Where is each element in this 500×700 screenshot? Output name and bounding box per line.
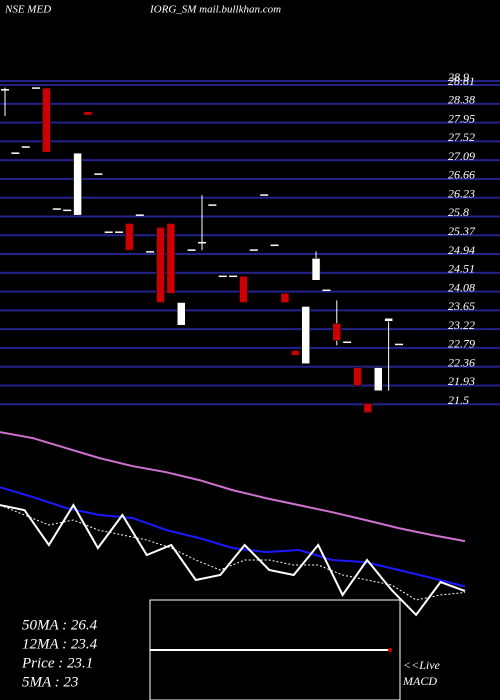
grid-line bbox=[0, 80, 500, 83]
grid-line bbox=[0, 102, 500, 105]
y-tick-label: 26.66 bbox=[448, 168, 475, 182]
candle-body bbox=[280, 293, 290, 303]
y-tick-label: 24.94 bbox=[448, 243, 475, 257]
legend-entry: 5MA : 23 bbox=[22, 674, 78, 690]
grid-line bbox=[0, 290, 500, 293]
ma-line bbox=[0, 431, 466, 543]
y-tick-label: 21.93 bbox=[448, 374, 475, 388]
grid-line bbox=[0, 403, 500, 406]
chart-title: NSE MED bbox=[4, 4, 51, 16]
y-tick-label: 23.65 bbox=[448, 299, 475, 313]
grid-line bbox=[0, 177, 500, 180]
y-tick-label: 28.38 bbox=[448, 93, 475, 107]
candle-body bbox=[374, 367, 383, 391]
macd-dot bbox=[388, 648, 392, 652]
ma-line bbox=[0, 503, 466, 617]
candle-body bbox=[166, 223, 176, 294]
legend-entry: 50MA : 26.4 bbox=[22, 617, 98, 633]
candle-body bbox=[156, 227, 165, 303]
y-tick-label: 27.95 bbox=[448, 111, 475, 125]
legend-entry: 12MA : 23.4 bbox=[22, 636, 98, 652]
candle-body bbox=[363, 403, 373, 413]
grid-line bbox=[0, 384, 500, 387]
y-tick-label: 24.51 bbox=[448, 262, 475, 276]
candle-body bbox=[42, 87, 51, 153]
y-tick-label: 28.81 bbox=[448, 74, 475, 88]
grid-line bbox=[0, 309, 500, 312]
grid-line bbox=[0, 234, 500, 237]
y-tick-label: 22.36 bbox=[448, 355, 475, 369]
candle-body bbox=[384, 317, 393, 322]
legend-entry: Price : 23.1 bbox=[21, 655, 93, 671]
macd-label: MACD bbox=[402, 674, 437, 688]
candle-body bbox=[177, 302, 186, 326]
grid-line bbox=[0, 140, 500, 143]
y-tick-label: 22.79 bbox=[448, 337, 475, 351]
y-tick-label: 25.8 bbox=[448, 205, 469, 219]
grid-line bbox=[0, 328, 500, 331]
y-tick-label: 27.09 bbox=[448, 149, 475, 163]
candle-body bbox=[332, 323, 342, 341]
grid-line bbox=[0, 253, 500, 256]
y-tick-label: 21.5 bbox=[448, 393, 469, 407]
grid-line bbox=[0, 215, 500, 218]
candle-body bbox=[83, 111, 93, 116]
grid-line bbox=[0, 121, 500, 124]
chart-title: IORG_SM mail.bullkhan.com bbox=[149, 4, 281, 16]
grid-line bbox=[0, 84, 500, 87]
candle-body bbox=[353, 367, 362, 386]
y-tick-label: 24.08 bbox=[448, 280, 475, 294]
grid-line bbox=[0, 346, 500, 349]
candle-body bbox=[311, 258, 321, 281]
candle-body bbox=[125, 223, 134, 251]
grid-line bbox=[0, 196, 500, 199]
candle-body bbox=[73, 152, 82, 216]
y-tick-label: 26.23 bbox=[448, 186, 475, 200]
candle-body bbox=[239, 276, 248, 303]
y-tick-label: 23.22 bbox=[448, 318, 475, 332]
candle-body bbox=[291, 350, 300, 356]
grid-line bbox=[0, 159, 500, 162]
y-tick-label: 25.37 bbox=[448, 224, 476, 238]
grid-line bbox=[0, 271, 500, 274]
y-tick-label: 27.52 bbox=[448, 130, 475, 144]
candle-body bbox=[301, 306, 310, 364]
macd-label: <<Live bbox=[403, 658, 441, 672]
grid-line bbox=[0, 365, 500, 368]
y-tick-label: 28.9 bbox=[448, 70, 469, 84]
